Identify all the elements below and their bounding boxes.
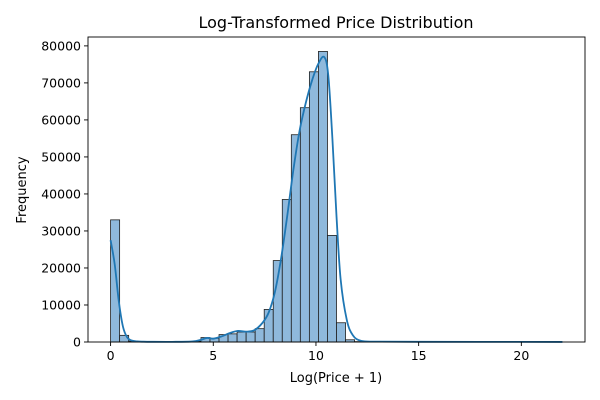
y-tick-label: 60000 bbox=[41, 112, 81, 127]
x-axis-label: Log(Price + 1) bbox=[290, 371, 383, 386]
y-tick-label: 70000 bbox=[41, 75, 81, 90]
chart-title: Log-Transformed Price Distribution bbox=[198, 13, 473, 32]
histogram-bar-16 bbox=[254, 328, 265, 343]
x-tick-label: 15 bbox=[411, 348, 427, 363]
x-tick-label: 10 bbox=[308, 348, 324, 363]
x-axis-ticks: 0 5 10 15 20 bbox=[107, 342, 529, 363]
histogram-bar-15 bbox=[245, 331, 256, 343]
y-tick-label: 0 bbox=[73, 335, 81, 350]
histogram-bar-14 bbox=[236, 331, 247, 343]
y-tick-label: 30000 bbox=[41, 223, 81, 238]
y-axis-label: Frequency bbox=[15, 156, 30, 223]
y-tick-label: 10000 bbox=[41, 297, 81, 312]
histogram-bar-22 bbox=[308, 71, 319, 343]
x-tick-label: 20 bbox=[513, 348, 529, 363]
histogram-bar-23 bbox=[318, 51, 328, 343]
y-axis-ticks: 0 10000 20000 30000 40000 50000 60000 70000 8000… bbox=[41, 38, 88, 350]
histogram-bar-20 bbox=[290, 134, 301, 343]
histogram-bar-25 bbox=[336, 322, 346, 343]
y-tick-label: 20000 bbox=[41, 260, 81, 275]
y-tick-label: 40000 bbox=[41, 186, 81, 201]
y-tick-label: 80000 bbox=[41, 38, 81, 53]
histogram-bar-0 bbox=[110, 219, 121, 343]
x-tick-label: 0 bbox=[107, 348, 115, 363]
histogram-bar-13 bbox=[227, 333, 238, 343]
y-tick-label: 50000 bbox=[41, 149, 81, 164]
plot-frame bbox=[87, 36, 586, 343]
histogram-bar-24 bbox=[327, 234, 337, 343]
x-tick-label: 5 bbox=[209, 348, 217, 363]
histogram-bar-21 bbox=[299, 107, 310, 343]
